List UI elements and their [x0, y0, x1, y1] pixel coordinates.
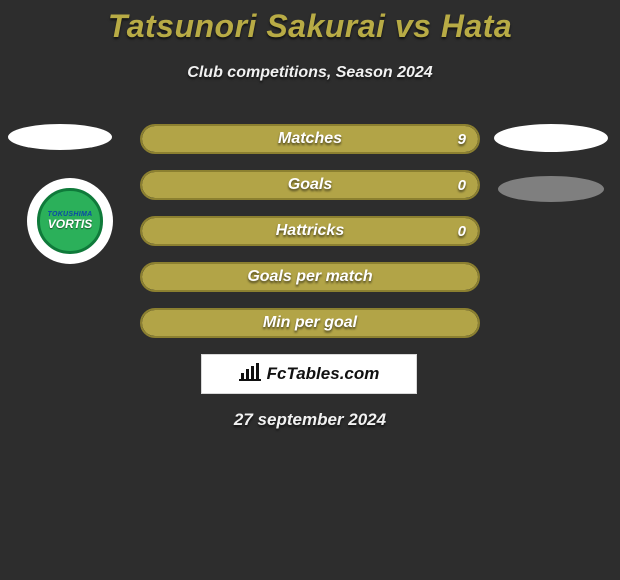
player-right-ellipse-2 [498, 176, 604, 202]
team-badge-left: TOKUSHIMA VORTIS [27, 178, 113, 264]
stat-row: Matches9 [140, 124, 480, 154]
brand-text: FcTables.com [267, 364, 380, 384]
player-right-ellipse-1 [494, 124, 608, 152]
brand-box: FcTables.com [201, 354, 417, 394]
stat-row: Min per goal [140, 308, 480, 338]
stat-label: Hattricks [142, 218, 478, 244]
stats-table: Matches9Goals0Hattricks0Goals per matchM… [140, 124, 480, 354]
stat-label: Matches [142, 126, 478, 152]
stat-label: Goals per match [142, 264, 478, 290]
stat-row: Goals0 [140, 170, 480, 200]
page-title: Tatsunori Sakurai vs Hata [0, 8, 620, 45]
chart-icon [239, 363, 261, 386]
team-badge-inner: TOKUSHIMA VORTIS [37, 188, 102, 253]
stat-value: 0 [458, 172, 466, 198]
stat-row: Goals per match [140, 262, 480, 292]
stat-value: 0 [458, 218, 466, 244]
stat-row: Hattricks0 [140, 216, 480, 246]
stat-value: 9 [458, 126, 466, 152]
player-left-ellipse [8, 124, 112, 150]
date-text: 27 september 2024 [0, 410, 620, 430]
stat-label: Min per goal [142, 310, 478, 336]
subtitle: Club competitions, Season 2024 [0, 64, 620, 82]
team-badge-main-text: VORTIS [48, 218, 92, 230]
stat-label: Goals [142, 172, 478, 198]
